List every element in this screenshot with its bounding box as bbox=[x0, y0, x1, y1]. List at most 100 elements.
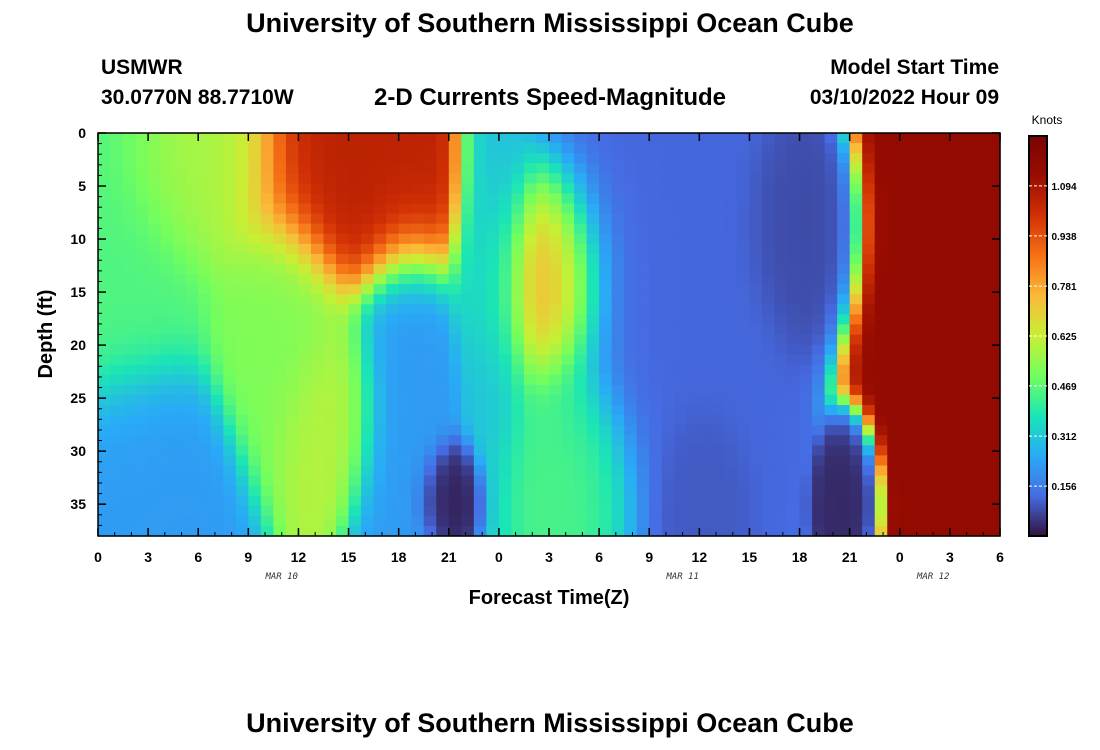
heatmap-cell bbox=[373, 274, 387, 285]
heatmap-cell bbox=[135, 495, 149, 507]
heatmap-cell bbox=[774, 274, 788, 285]
heatmap-cell bbox=[949, 143, 964, 154]
heatmap-cell bbox=[924, 384, 938, 396]
heatmap-cell bbox=[624, 213, 638, 225]
heatmap-cell bbox=[523, 405, 538, 416]
heatmap-cell bbox=[160, 173, 174, 184]
station-id: USMWR bbox=[101, 56, 183, 79]
heatmap-cell bbox=[636, 294, 650, 305]
heatmap-cell bbox=[523, 233, 538, 245]
heatmap-cell bbox=[862, 153, 876, 164]
heatmap-cell bbox=[924, 495, 938, 507]
heatmap-cell bbox=[674, 465, 688, 477]
heatmap-cell bbox=[473, 495, 487, 507]
heatmap-cell bbox=[849, 223, 863, 235]
heatmap-cell bbox=[774, 415, 788, 426]
heatmap-cell bbox=[736, 274, 751, 285]
heatmap-cell bbox=[210, 243, 224, 255]
heatmap-cell bbox=[285, 405, 300, 416]
heatmap-cell bbox=[511, 415, 525, 426]
heatmap-cell bbox=[348, 153, 362, 164]
heatmap-cell bbox=[511, 223, 525, 235]
heatmap-cell bbox=[661, 525, 675, 537]
heatmap-cell bbox=[285, 243, 300, 255]
heatmap-cell bbox=[323, 475, 337, 487]
heatmap-cell bbox=[248, 213, 262, 225]
heatmap-cell bbox=[498, 334, 513, 346]
heatmap-cell bbox=[761, 294, 776, 305]
heatmap-cell bbox=[974, 253, 989, 265]
heatmap-cell bbox=[361, 223, 375, 235]
heatmap-cell bbox=[949, 344, 964, 356]
heatmap-cell bbox=[787, 455, 801, 467]
heatmap-cell bbox=[812, 344, 826, 356]
heatmap-cell bbox=[887, 435, 901, 446]
heatmap-cell bbox=[523, 143, 538, 154]
heatmap-cell bbox=[599, 354, 613, 366]
heatmap-cell bbox=[574, 213, 588, 225]
heatmap-cell bbox=[461, 515, 475, 527]
heatmap-cell bbox=[323, 314, 337, 326]
heatmap-cell bbox=[674, 505, 688, 517]
heatmap-cell bbox=[912, 223, 926, 235]
heatmap-cell bbox=[686, 445, 700, 456]
heatmap-cell bbox=[774, 435, 788, 446]
heatmap-cell bbox=[386, 153, 400, 164]
heatmap-cell bbox=[549, 153, 563, 164]
heatmap-cell bbox=[273, 435, 287, 446]
heatmap-cell bbox=[160, 505, 174, 517]
heatmap-cell bbox=[661, 284, 675, 295]
heatmap-cell bbox=[98, 344, 112, 356]
heatmap-cell bbox=[837, 253, 851, 265]
heatmap-cell bbox=[774, 203, 788, 215]
heatmap-cell bbox=[361, 133, 375, 144]
heatmap-cell bbox=[724, 515, 738, 527]
heatmap-cell bbox=[787, 405, 801, 416]
heatmap-cell bbox=[611, 435, 625, 446]
heatmap-cell bbox=[398, 465, 412, 477]
heatmap-cell bbox=[298, 133, 312, 144]
heatmap-cell bbox=[912, 153, 926, 164]
heatmap-cell bbox=[398, 374, 412, 386]
heatmap-cell bbox=[448, 455, 462, 467]
heatmap-cell bbox=[624, 173, 638, 184]
heatmap-cell bbox=[285, 294, 300, 305]
heatmap-cell bbox=[210, 304, 224, 315]
heatmap-cell bbox=[586, 243, 600, 255]
y-axis-label: Depth (ft) bbox=[35, 290, 57, 379]
heatmap-cell bbox=[874, 495, 888, 507]
heatmap-cell bbox=[724, 203, 738, 215]
heatmap-cell bbox=[674, 425, 688, 436]
heatmap-cell bbox=[686, 263, 700, 275]
heatmap-cell bbox=[586, 415, 600, 426]
heatmap-cell bbox=[586, 133, 600, 144]
heatmap-cell bbox=[599, 133, 613, 144]
heatmap-cell bbox=[448, 495, 462, 507]
heatmap-cell bbox=[549, 143, 563, 154]
heatmap-cell bbox=[386, 183, 400, 195]
heatmap-cell bbox=[348, 173, 362, 184]
heatmap-cell bbox=[423, 163, 437, 174]
heatmap-cell bbox=[336, 465, 350, 477]
heatmap-cell bbox=[862, 445, 876, 456]
heatmap-cell bbox=[937, 415, 951, 426]
heatmap-cell bbox=[949, 203, 964, 215]
heatmap-cell bbox=[887, 314, 901, 326]
heatmap-cell bbox=[336, 344, 350, 356]
heatmap-cell bbox=[473, 374, 487, 386]
heatmap-cell bbox=[649, 405, 663, 416]
heatmap-cell bbox=[711, 203, 725, 215]
heatmap-cell bbox=[361, 525, 375, 537]
heatmap-cell bbox=[711, 465, 725, 477]
heatmap-cell bbox=[711, 143, 725, 154]
heatmap-cell bbox=[386, 233, 400, 245]
heatmap-cell bbox=[298, 485, 312, 497]
heatmap-cell bbox=[461, 133, 475, 144]
heatmap-cell bbox=[461, 274, 475, 285]
heatmap-cell bbox=[824, 455, 838, 467]
heatmap-cell bbox=[436, 354, 450, 366]
heatmap-cell bbox=[724, 334, 738, 346]
heatmap-cell bbox=[423, 213, 437, 225]
heatmap-cell bbox=[774, 253, 788, 265]
heatmap-cell bbox=[887, 344, 901, 356]
